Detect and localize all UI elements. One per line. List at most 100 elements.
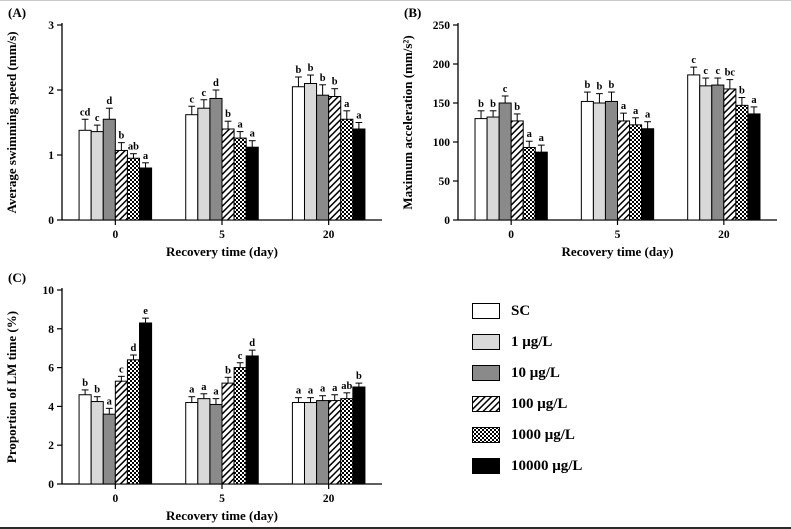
sig-letter: a	[308, 386, 314, 397]
legend-item-10ugl: 10 μg/L	[472, 365, 582, 381]
sig-letter: b	[225, 109, 231, 120]
bar	[340, 118, 354, 221]
sig-letter: b	[478, 99, 484, 110]
bar	[316, 94, 330, 221]
bar	[209, 97, 223, 221]
bar	[580, 100, 594, 221]
y-tick-label: 50	[439, 176, 451, 188]
legend-swatch-rect	[472, 365, 500, 381]
bar	[221, 128, 235, 221]
x-tick-label: 20	[323, 493, 335, 505]
y-tick-label: 4	[48, 401, 54, 413]
bar	[78, 394, 92, 485]
legend-swatch-svg	[472, 458, 500, 474]
bar	[78, 129, 92, 221]
sig-letter: b	[82, 378, 88, 389]
bar	[617, 120, 631, 221]
legend-label-sc: SC	[511, 303, 531, 319]
x-tick-label: 0	[508, 229, 514, 241]
x-tick-label: 20	[323, 229, 335, 241]
sig-letter: b	[584, 80, 590, 91]
bar	[197, 107, 211, 221]
y-tick-label: 100	[433, 137, 451, 149]
chart-panel-b: 0 50 100 150 200 250 0 b b c b a a 5 b b b a a a 20 c c c bc b a Re…	[396, 1, 791, 266]
chart-panel-a: 0 1 2 3 0 cd c d b ab a 5 c c d b a a 20 b b b b a a Recovery tim…	[0, 1, 396, 266]
sig-letter: d	[106, 96, 112, 107]
bar	[328, 96, 342, 221]
sig-letter: b	[332, 77, 338, 88]
sig-letter: a	[527, 129, 533, 140]
legend-label-10000ugl: 10000 μg/L	[511, 458, 583, 474]
bar	[747, 113, 761, 221]
sig-letter: a	[250, 129, 256, 140]
y-tick-label: 2	[48, 440, 54, 452]
y-tick-label: 200	[433, 59, 451, 71]
sig-letter: c	[503, 84, 508, 95]
bar	[711, 84, 725, 221]
sig-letter: a	[320, 384, 326, 395]
panel-label: (B)	[404, 5, 421, 20]
y-tick-label: 10	[43, 285, 55, 297]
x-tick-label: 20	[718, 229, 730, 241]
bar	[486, 116, 500, 221]
sig-letter: c	[703, 66, 708, 77]
bar	[221, 382, 235, 485]
bar	[699, 85, 713, 221]
sig-letter: a	[633, 106, 639, 117]
panel-label: (C)	[8, 270, 26, 285]
sig-letter: bc	[725, 68, 736, 79]
x-tick-label: 5	[615, 229, 621, 241]
sig-letter: d	[213, 78, 219, 89]
sig-letter: a	[107, 396, 113, 407]
y-axis-title: Average swimming speed (mm/s)	[4, 31, 19, 213]
sig-letter: b	[490, 99, 496, 110]
bar	[498, 102, 512, 221]
legend-swatch-rect	[472, 334, 500, 350]
legend-swatch-svg	[472, 396, 500, 412]
bar	[102, 118, 116, 221]
legend-item-10000ugl: 10000 μg/L	[472, 458, 582, 474]
sig-letter: b	[356, 371, 362, 382]
sig-letter: b	[225, 365, 231, 376]
bar	[510, 120, 524, 221]
sig-letter: c	[691, 55, 696, 66]
y-tick-label: 150	[433, 98, 451, 110]
sig-letter: c	[238, 351, 243, 362]
sig-letter: a	[751, 95, 757, 106]
y-axis-title: Proportion of LM time (%)	[4, 311, 19, 463]
legend-swatch-sc	[472, 303, 500, 319]
sig-letter: b	[739, 86, 745, 97]
x-tick-label: 5	[219, 229, 225, 241]
bar	[474, 118, 488, 221]
bar	[126, 157, 141, 221]
legend-label-1ugl: 1 μg/L	[511, 334, 553, 350]
x-tick-label: 0	[112, 229, 118, 241]
bar	[233, 367, 247, 485]
legend-swatch-rect	[472, 427, 500, 443]
bar	[641, 128, 655, 221]
legend-label-1000ugl: 1000 μg/L	[511, 427, 575, 443]
bar	[245, 146, 259, 221]
legend-swatch-100ugl	[472, 396, 500, 412]
y-tick-label: 8	[48, 324, 54, 336]
sig-letter: cd	[80, 107, 91, 118]
sig-letter: d	[131, 343, 137, 354]
sig-letter: a	[332, 383, 338, 394]
legend-swatch-rect	[472, 303, 500, 319]
bar	[328, 400, 342, 485]
bar	[90, 401, 104, 485]
legend-swatch-svg	[472, 303, 500, 319]
sig-letter: b	[296, 65, 302, 76]
bar	[303, 83, 318, 221]
bar	[291, 86, 305, 221]
sig-letter: c	[189, 94, 194, 105]
sig-letter: c	[715, 66, 720, 77]
sig-letter: e	[143, 306, 148, 317]
sig-letter: a	[621, 101, 627, 112]
sig-letter: c	[119, 364, 124, 375]
sig-letter: a	[356, 111, 362, 122]
sig-letter: ab	[341, 381, 352, 392]
bar	[316, 400, 330, 485]
bar	[114, 380, 128, 485]
